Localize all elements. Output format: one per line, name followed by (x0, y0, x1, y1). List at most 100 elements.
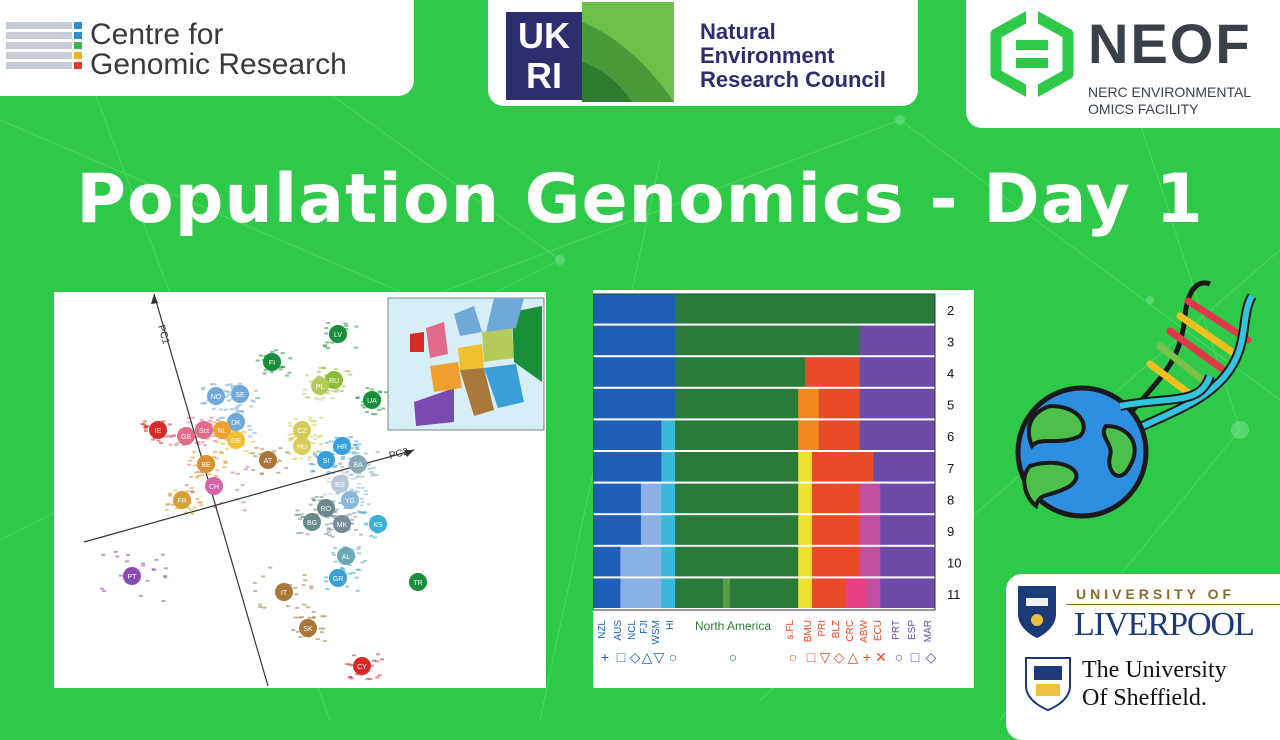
nerc-line1: Natural (700, 19, 776, 44)
pca-cluster-label: LV (334, 332, 342, 339)
structure-segment (798, 546, 813, 577)
pca-cluster-label: IT (281, 590, 288, 597)
group-label: ESP (907, 620, 918, 640)
pca-cluster-rs: RS (331, 475, 349, 493)
pca-cluster-label: CY (357, 664, 367, 671)
europe-map-inset (387, 297, 545, 431)
structure-segment (675, 452, 799, 482)
structure-row-k2 (593, 294, 936, 326)
pca-cluster-marker (317, 451, 335, 469)
pca-cluster-label: PT (128, 574, 138, 581)
structure-segment (880, 483, 936, 514)
group-label: PRT (891, 620, 902, 640)
structure-row-k10 (593, 546, 936, 579)
pca-cluster-label: FR (177, 498, 186, 505)
structure-segment (593, 578, 621, 608)
pca-cluster-label: BE (201, 462, 211, 469)
k-label: 6 (947, 429, 954, 444)
structure-segment (880, 578, 936, 608)
structure-segment (675, 357, 806, 387)
group-symbol: + (601, 649, 609, 665)
pca-cluster-marker (231, 385, 249, 403)
structure-plot: 2 3 4 5 6 7 8 9 10 11 NZL AUS NCL FJI WSM HI North Amer… (592, 293, 961, 665)
nerc-line2: Environment (700, 43, 835, 68)
structure-segment (859, 388, 936, 419)
group-symbol: ▽ (820, 649, 831, 665)
pca-cluster-marker (293, 437, 311, 455)
pca-cluster-label: DK (231, 420, 241, 427)
pc1-label: PC1 (155, 324, 171, 346)
group-symbol: ○ (895, 649, 903, 665)
pca-cluster-marker (363, 391, 381, 409)
pca-cluster-label: DE (231, 438, 241, 445)
structure-segment (640, 546, 662, 577)
pca-cluster-pl: PL (311, 377, 329, 395)
pca-cluster-label: RS (335, 482, 345, 489)
pca-cluster-se: SE (231, 385, 249, 403)
pca-cluster-marker (197, 455, 215, 473)
pca-cluster-marker (227, 431, 245, 449)
pca-cluster-marker (341, 491, 359, 509)
pca-cluster-be: BE (197, 455, 215, 473)
liverpool-crest-icon (1018, 586, 1056, 638)
group-label: FJI (639, 620, 650, 634)
pca-cluster-fr: FR (173, 491, 191, 509)
neof-logo-card: NEOF NERC ENVIRONMENTAL OMICS FACILITY (966, 0, 1280, 128)
group-label: NZL (597, 620, 608, 639)
pca-cluster-marker (205, 477, 223, 495)
pca-cluster-marker (317, 499, 335, 517)
pca-cluster-label: NO (211, 394, 222, 401)
pca-cluster-label: GR (333, 576, 344, 583)
structure-segment (798, 515, 813, 545)
pca-cluster-marker (369, 515, 387, 533)
pca-figure: PC1 PC2 LV FI RU PL UA NO SE DK IE GB Sct NL DE CZ HU H… (54, 292, 546, 688)
group-label: NCL (627, 620, 638, 640)
universities-logo-card: UNIVERSITY OF LIVERPOOL The University O… (1006, 574, 1280, 740)
structure-segment (593, 483, 642, 514)
structure-segment (729, 578, 799, 608)
structure-segment (859, 357, 936, 387)
structure-segment (675, 388, 799, 419)
structure-segment (593, 294, 676, 324)
pca-cluster-gb: GB (177, 427, 195, 445)
structure-segment (675, 294, 936, 324)
structure-segment (675, 420, 799, 450)
sheffield-line1: The University (1082, 657, 1227, 683)
pca-cluster-cy: CY (353, 657, 371, 675)
structure-segment (675, 546, 799, 577)
group-symbol: □ (617, 649, 626, 665)
pca-cluster-ua: UA (363, 391, 381, 409)
pca-cluster-marker (331, 475, 349, 493)
group-symbol: ✕ (875, 649, 887, 665)
pca-cluster-ru: RU (325, 371, 343, 389)
page-title: Population Genomics - Day 1 (76, 160, 1204, 239)
cgr-line2: Genomic Research (90, 48, 347, 81)
group-label: ABW (859, 619, 870, 642)
structure-segment (675, 325, 861, 356)
group-symbol: △ (642, 649, 653, 665)
k-label: 9 (947, 524, 954, 539)
structure-segment (811, 578, 847, 608)
cgr-line1: Centre for (90, 18, 224, 51)
structure-segment (866, 578, 881, 608)
pca-cluster-hr: HR (333, 437, 351, 455)
pca-cluster-label: FI (269, 360, 275, 367)
nerc-leaf-icon (582, 2, 674, 102)
group-symbol: ○ (669, 649, 677, 665)
k-label: 4 (947, 366, 954, 381)
structure-segment (593, 452, 662, 482)
structure-segment (811, 452, 840, 482)
group-symbol: △ (848, 649, 859, 665)
neof-hex-icon (990, 8, 1074, 100)
pca-cluster-ie: IE (149, 421, 167, 439)
pca-cluster-label: BG (307, 520, 317, 527)
structure-segment (675, 578, 724, 608)
k-label: 2 (947, 303, 954, 318)
group-symbol: + (863, 649, 871, 665)
structure-segment (661, 515, 676, 545)
sheffield-line2: Of Sheffield. (1082, 685, 1207, 711)
structure-segment (859, 420, 936, 450)
pca-cluster-label: RU (329, 378, 339, 385)
structure-segment (675, 515, 799, 545)
pca-cluster-label: CH (209, 484, 219, 491)
